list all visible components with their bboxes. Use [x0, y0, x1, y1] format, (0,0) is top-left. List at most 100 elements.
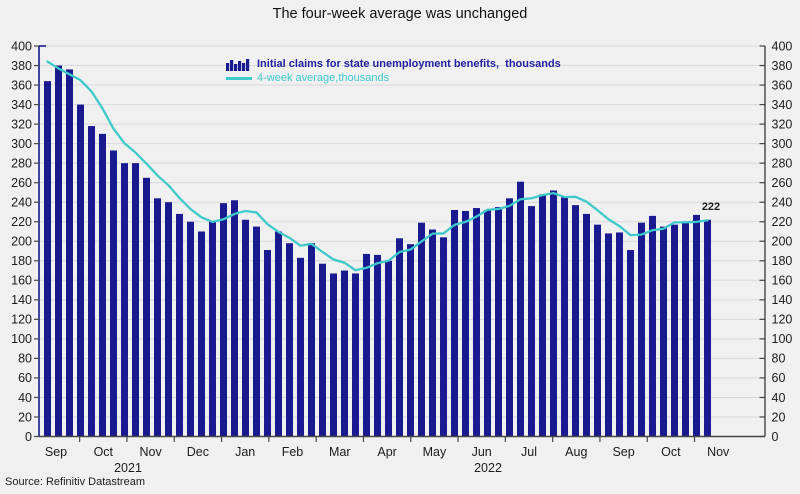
bar — [440, 237, 447, 437]
bar — [110, 150, 117, 437]
y-axis-label-left: 60 — [18, 371, 32, 385]
bar — [77, 104, 84, 437]
y-axis-labels: 0 0 20 20 40 40 60 60 80 80 100 100 120 120 140 140 160 1… — [11, 39, 793, 444]
y-axis-label-left: 160 — [11, 274, 32, 288]
x-axis-labels: Sep Oct Nov Dec Jan Feb Mar Apr May Jun Jul Aug Sep O… — [45, 436, 730, 475]
month-label: Apr — [377, 445, 396, 459]
bar — [605, 233, 612, 437]
y-axis-label-right: 120 — [772, 313, 793, 327]
y-axis-label-right: 260 — [772, 176, 793, 190]
month-label: Dec — [187, 445, 209, 459]
bar — [264, 250, 271, 437]
line-series — [46, 60, 709, 272]
bar — [231, 200, 238, 437]
bar — [198, 231, 205, 437]
month-label: Oct — [94, 445, 114, 459]
y-axis-label-right: 280 — [772, 156, 793, 170]
bar — [583, 213, 590, 437]
bar — [517, 181, 524, 437]
month-label: Jul — [521, 445, 537, 459]
y-axis-label-left: 80 — [18, 352, 32, 366]
bar — [308, 243, 315, 437]
bar — [242, 219, 249, 437]
y-axis-label-right: 360 — [772, 78, 793, 92]
bar — [220, 203, 227, 437]
chart-title: The four-week average was unchanged — [272, 6, 528, 22]
y-axis-label-right: 200 — [772, 235, 793, 249]
y-axis-label-left: 200 — [11, 235, 32, 249]
bar — [473, 208, 480, 437]
y-axis-label-left: 20 — [18, 410, 32, 424]
bar — [297, 257, 304, 437]
y-axis-label-left: 180 — [11, 254, 32, 268]
y-axis-label-left: 340 — [11, 98, 32, 112]
y-axis-label-left: 140 — [11, 293, 32, 307]
y-axis-label-right: 40 — [772, 391, 786, 405]
month-label: Feb — [282, 445, 304, 459]
bar — [209, 220, 216, 437]
bar — [649, 215, 656, 437]
y-axis-label-right: 60 — [772, 371, 786, 385]
legend-row-line: 4-week average,thousands — [226, 71, 561, 85]
y-axis-label-right: 160 — [772, 274, 793, 288]
legend-label-initial-claims: Initial claims for state unemployment be… — [257, 58, 561, 70]
bar-chart-icon — [226, 58, 250, 71]
bar — [44, 81, 51, 437]
y-axis-label-right: 320 — [772, 117, 793, 131]
bar — [363, 253, 370, 437]
y-axis-label-right: 0 — [772, 430, 779, 444]
bar — [88, 126, 95, 437]
year-label: 2021 — [114, 461, 142, 475]
bar — [187, 221, 194, 437]
bar — [462, 210, 469, 437]
y-axis-label-left: 320 — [11, 117, 32, 131]
month-label: Nov — [707, 445, 730, 459]
month-label: Jan — [235, 445, 255, 459]
month-label: Jun — [472, 445, 492, 459]
year-label: 2022 — [474, 461, 502, 475]
legend-row-bars: Initial claims for state unemployment be… — [226, 57, 561, 71]
bar — [627, 250, 634, 437]
y-axis-label-left: 240 — [11, 196, 32, 210]
y-axis-label-right: 340 — [772, 98, 793, 112]
bar — [616, 232, 623, 437]
bar — [682, 221, 689, 437]
bars-series — [44, 65, 711, 437]
bar — [253, 226, 260, 437]
y-axis-label-right: 380 — [772, 59, 793, 73]
y-axis-label-left: 120 — [11, 313, 32, 327]
bar — [528, 206, 535, 437]
bar — [99, 133, 106, 437]
bar — [451, 210, 458, 437]
bar — [572, 205, 579, 437]
month-label: May — [423, 445, 447, 459]
y-axis-label-left: 40 — [18, 391, 32, 405]
bar — [671, 224, 678, 437]
bar — [341, 270, 348, 437]
bar — [429, 229, 436, 437]
bar — [418, 222, 425, 437]
last-value-label: 222 — [701, 201, 721, 213]
y-axis-label-left: 280 — [11, 156, 32, 170]
bar — [495, 207, 502, 437]
y-axis-label-right: 100 — [772, 332, 793, 346]
four-week-average-line — [46, 60, 709, 272]
month-label: Sep — [612, 445, 634, 459]
line-swatch-icon — [226, 76, 252, 80]
y-axis-label-left: 360 — [11, 78, 32, 92]
y-axis-label-left: 0 — [25, 430, 32, 444]
y-axis-label-left: 300 — [11, 137, 32, 151]
bar — [407, 244, 414, 437]
bar — [385, 260, 392, 437]
bar — [594, 224, 601, 437]
month-label: Mar — [329, 445, 351, 459]
source-credit: Source: Refinitiv Datastream — [5, 476, 145, 488]
bar — [55, 65, 62, 437]
bar — [550, 190, 557, 437]
y-axis-label-left: 220 — [11, 215, 32, 229]
bar — [286, 243, 293, 437]
y-axis-label-left: 260 — [11, 176, 32, 190]
month-label: Sep — [45, 445, 67, 459]
bar — [374, 254, 381, 437]
bar — [121, 163, 128, 437]
